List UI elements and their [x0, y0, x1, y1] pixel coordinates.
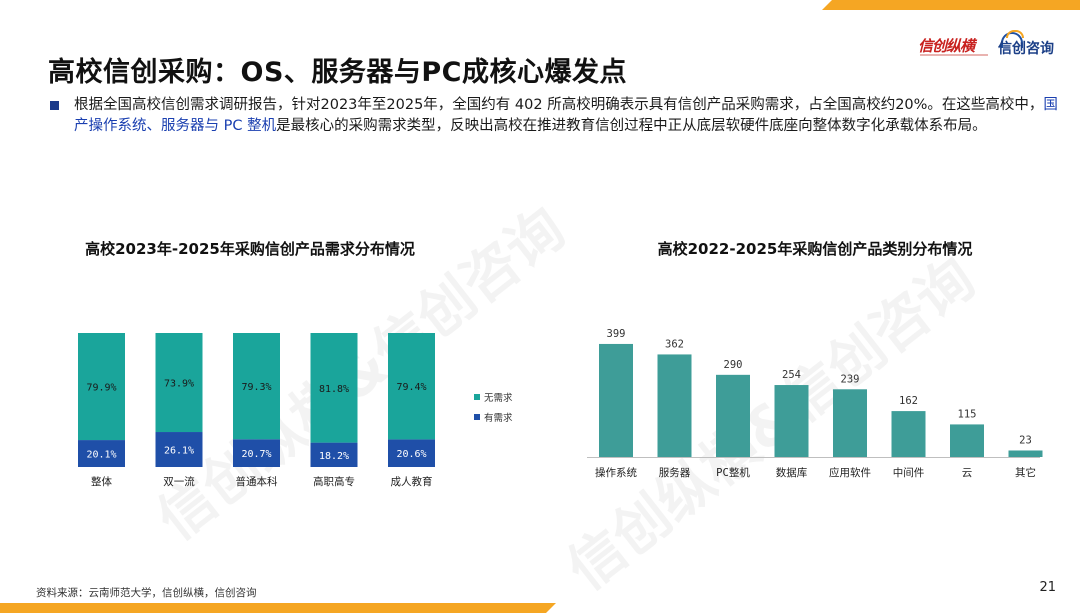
summary-paragraph: 根据全国高校信创需求调研报告，针对2023年至2025年，全国约有 402 所高…: [74, 95, 1059, 137]
bar-segment-has-demand: [155, 432, 203, 467]
x-tick-label: 云: [962, 467, 973, 479]
stacked-bar-chart: 20.1% 79.9% 整体 26.1% 73.9% 双一流 20.7% 79.3% 普通本科 1…: [78, 333, 513, 488]
data-label: 20.7%: [241, 449, 271, 460]
data-label: 73.9%: [164, 379, 194, 390]
bar: [774, 385, 809, 457]
bar: [1008, 450, 1043, 457]
x-tick-label: 服务器: [659, 466, 691, 479]
brand-logo-underline: [920, 54, 988, 56]
page-title: 高校信创采购：OS、服务器与PC成核心爆发点: [48, 57, 628, 88]
paragraph-text: 是最核心的采购需求类型，反映出高校在推进教育信创过程中正从底层软硬件底座向整体数…: [276, 118, 987, 134]
data-label: 115: [958, 408, 977, 420]
paragraph-highlight: 国产操作系统、服务器与 PC 整机: [74, 97, 1058, 134]
paragraph-text: 根据全国高校信创需求调研报告，针对2023年至2025年，全国约有 402 所高…: [74, 97, 1044, 113]
x-tick-label: 操作系统: [595, 466, 637, 479]
category-bar-chart: 399 操作系统 362 服务器 290 PC整机 254 数据库 239 应用软件 162 中间件 1…: [587, 328, 1043, 479]
data-label: 239: [841, 373, 860, 385]
x-tick-label: PC整机: [716, 466, 750, 479]
bar-segment-no-demand: [310, 333, 358, 443]
bottom-accent-bar: [0, 603, 556, 613]
bar-segment-has-demand: [310, 442, 358, 467]
bar-segment-no-demand: [233, 333, 280, 440]
bar: [950, 424, 984, 457]
page-number: 21: [1039, 580, 1056, 595]
x-tick-label: 高职高专: [313, 475, 355, 488]
x-tick-label: 成人教育: [391, 475, 433, 488]
data-label: 20.1%: [86, 450, 116, 461]
legend-swatch: [474, 394, 480, 400]
bar-segment-no-demand: [78, 333, 125, 441]
x-tick-label: 双一流: [163, 475, 195, 488]
data-label: 290: [724, 359, 743, 371]
bar-segment-has-demand: [388, 439, 435, 467]
x-tick-label: 普通本科: [236, 475, 278, 488]
data-label: 18.2%: [319, 451, 349, 462]
legend-swatch: [474, 414, 480, 420]
data-label: 79.3%: [241, 382, 271, 393]
data-label: 79.9%: [86, 383, 116, 394]
legend-label: 无需求: [484, 392, 513, 404]
bar: [657, 354, 692, 457]
bar: [716, 374, 750, 457]
data-label: 81.8%: [319, 384, 349, 395]
brand-logo-xinchuang-zongheng: 信创纵横: [918, 37, 975, 55]
bar-segment-no-demand: [155, 333, 203, 433]
data-label: 79.4%: [396, 382, 426, 393]
bar-segment-has-demand: [78, 440, 125, 467]
x-tick-label: 应用软件: [829, 466, 871, 479]
bullet-square-icon: [50, 101, 59, 110]
bar: [833, 389, 867, 457]
brand-logo-xinchuang-zixun: 信创咨询: [998, 41, 1054, 57]
x-tick-label: 其它: [1015, 466, 1036, 479]
x-tick-label: 数据库: [776, 466, 808, 479]
brand-logo-mark: [1001, 30, 1024, 48]
stacked-chart-title: 高校2023年-2025年采购信创产品需求分布情况: [85, 240, 415, 258]
data-label: 23: [1019, 434, 1032, 446]
data-label: 26.1%: [164, 446, 194, 457]
data-label: 162: [899, 395, 918, 407]
data-label: 20.6%: [396, 449, 426, 460]
top-accent-bar: [822, 0, 1080, 10]
source-note: 资料来源：云南师范大学，信创纵横，信创咨询: [36, 587, 257, 599]
bar-chart-title: 高校2022-2025年采购信创产品类别分布情况: [657, 240, 973, 258]
data-label: 399: [607, 328, 626, 340]
bar: [891, 411, 926, 457]
x-tick-label: 中间件: [893, 466, 925, 479]
x-tick-label: 整体: [91, 475, 112, 488]
bar-segment-no-demand: [388, 333, 435, 440]
legend-label: 有需求: [484, 412, 513, 424]
data-label: 362: [665, 338, 684, 350]
bar: [599, 343, 633, 457]
bar-segment-has-demand: [233, 439, 280, 467]
data-label: 254: [782, 369, 801, 381]
logo-group: 信创纵横 信创咨询: [918, 30, 1068, 62]
